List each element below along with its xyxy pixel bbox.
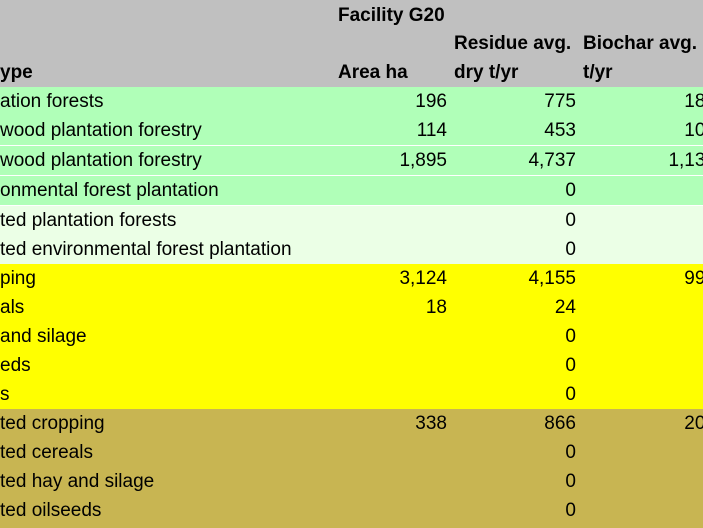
residue-cell[interactable]: 0 [565,500,576,521]
column-header-biochar-line2[interactable]: t/yr [583,62,613,83]
area-cell[interactable]: 18 [425,297,447,318]
residue-cell[interactable]: 4,155 [528,268,576,289]
residue-cell[interactable]: 24 [554,297,576,318]
area-cell[interactable]: 338 [415,413,447,434]
table-row: s 0 0 [0,380,703,409]
residue-cell[interactable]: 0 [565,239,576,260]
type-cell[interactable]: als [0,297,25,318]
residue-cell[interactable]: 0 [565,326,576,347]
header-band: Facility G20 ype Area ha Residue avg. dr… [0,0,703,87]
type-cell[interactable]: wood plantation forestry [0,120,202,141]
residue-cell[interactable]: 0 [565,471,576,492]
residue-cell[interactable]: 0 [565,180,576,201]
table-row: als 18 24 6 [0,293,703,322]
table-row: ted cereals 0 0 [0,438,703,467]
type-cell[interactable]: wood plantation forestry [0,150,202,171]
table-row: ted environmental forest plantation 0 0 [0,235,703,264]
residue-cell[interactable]: 0 [565,442,576,463]
table-row: ping 3,124 4,155 997 [0,264,703,293]
table-row: onmental forest plantation 0 0 [0,176,703,205]
type-cell[interactable]: eds [0,355,31,376]
biochar-cell[interactable]: 0 [576,496,703,525]
table-row: ted oilseeds 0 0 [0,496,703,528]
area-cell[interactable]: 1,895 [399,150,447,171]
column-header-residue-line1[interactable]: Residue avg. [454,33,572,54]
table-row: and silage 0 0 [0,322,703,351]
area-cell[interactable]: 114 [416,120,447,141]
type-cell[interactable]: ted environmental forest plantation [0,239,292,260]
type-cell[interactable]: ted cereals [0,442,93,463]
column-header-biochar-line1[interactable]: Biochar avg. [583,33,698,54]
table-row: wood plantation forestry 114 453 109 [0,116,703,145]
type-cell[interactable]: ted plantation forests [0,210,177,231]
area-cell[interactable]: 3,124 [399,268,447,289]
residue-cell[interactable]: 775 [544,91,576,112]
biochar-cell[interactable]: 1,137 [668,150,703,171]
type-cell[interactable]: ted cropping [0,413,105,434]
residue-cell[interactable]: 866 [544,413,576,434]
biochar-cell[interactable]: 997 [684,268,703,289]
area-cell[interactable]: 196 [415,91,447,112]
biochar-cell[interactable]: 208 [684,413,703,434]
table-row: ted hay and silage 0 0 [0,467,703,496]
biochar-cell[interactable]: 0 [576,438,703,467]
biochar-cell[interactable]: 0 [576,206,703,235]
table-row: eds 0 0 [0,351,703,380]
residue-cell[interactable]: 0 [565,210,576,231]
biochar-cell[interactable]: 0 [576,235,703,264]
biochar-cell[interactable]: 0 [576,467,703,496]
table-row: ation forests 196 775 186 [0,87,703,116]
type-cell[interactable]: s [0,384,10,405]
type-cell[interactable]: onmental forest plantation [0,180,219,201]
type-cell[interactable]: ation forests [0,91,104,112]
type-cell[interactable]: ted hay and silage [0,471,155,492]
biochar-cell[interactable]: 0 [576,322,703,351]
biochar-cell[interactable]: 109 [684,120,703,141]
residue-cell[interactable]: 0 [565,355,576,376]
type-cell[interactable]: ted oilseeds [0,500,102,521]
column-header-type[interactable]: ype [0,62,33,83]
biochar-cell[interactable]: 0 [576,351,703,380]
biochar-cell[interactable]: 0 [576,176,703,205]
biochar-cell[interactable]: 186 [684,91,703,112]
type-cell[interactable]: ping [0,268,36,289]
residue-cell[interactable]: 4,737 [528,150,576,171]
residue-cell[interactable]: 0 [565,384,576,405]
table-row: ted plantation forests 0 0 [0,206,703,235]
facility-title[interactable]: Facility G20 [338,5,445,26]
table-row: ted cropping 338 866 208 [0,409,703,438]
column-header-residue-line2[interactable]: dry t/yr [454,62,519,83]
biochar-cell[interactable]: 6 [576,293,703,322]
table-row: wood plantation forestry 1,895 4,737 1,1… [0,146,703,175]
column-header-area[interactable]: Area ha [338,62,408,83]
type-cell[interactable]: and silage [0,326,87,347]
biochar-cell[interactable]: 0 [576,380,703,409]
residue-cell[interactable]: 453 [544,120,576,141]
